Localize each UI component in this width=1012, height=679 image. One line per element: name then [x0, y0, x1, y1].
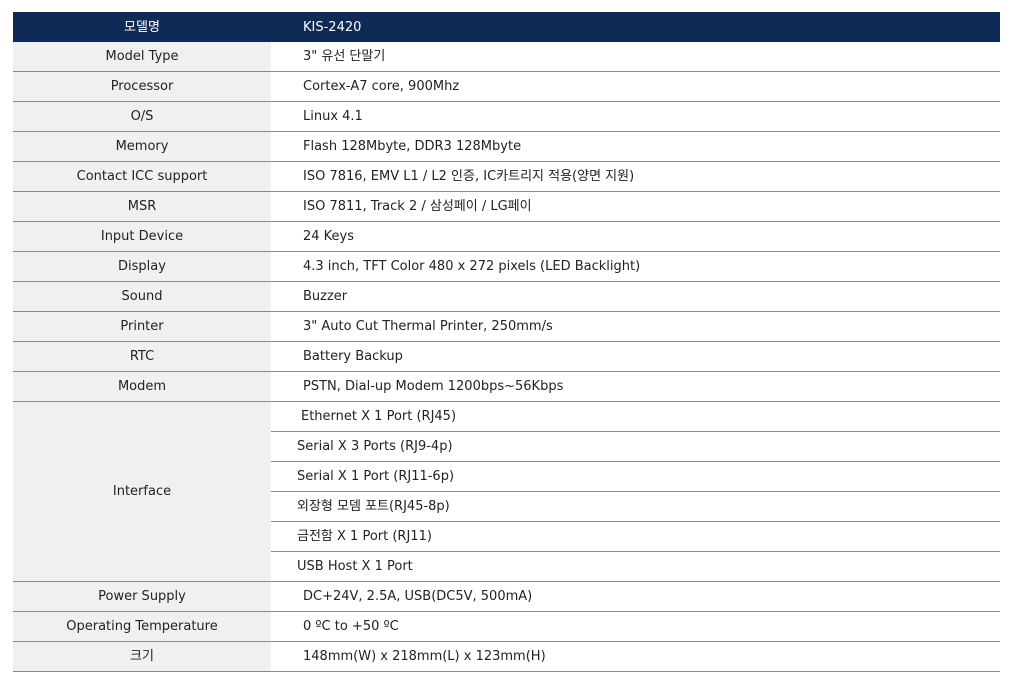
table-row: Display 4.3 inch, TFT Color 480 x 272 pi…: [13, 252, 1000, 282]
row-value: 24 Keys: [271, 222, 1000, 252]
table-row: Contact ICC support ISO 7816, EMV L1 / L…: [13, 162, 1000, 192]
row-label: Modem: [13, 372, 271, 402]
row-value: 3" Auto Cut Thermal Printer, 250mm/s: [271, 312, 1000, 342]
table-row: Modem PSTN, Dial-up Modem 1200bps~56Kbps: [13, 372, 1000, 402]
table-row: Printer 3" Auto Cut Thermal Printer, 250…: [13, 312, 1000, 342]
header-row: 모델명 KIS-2420: [13, 12, 1000, 42]
table-row: MSR ISO 7811, Track 2 / 삼성페이 / LG페이: [13, 192, 1000, 222]
interface-item: Serial X 1 Port (RJ11-6p): [271, 462, 1000, 492]
table-row: Power Supply DC+24V, 2.5A, USB(DC5V, 500…: [13, 582, 1000, 612]
spec-table: 모델명 KIS-2420 Model Type 3" 유선 단말기 Proces…: [13, 12, 1000, 672]
header-label: 모델명: [13, 12, 271, 42]
header-value: KIS-2420: [271, 12, 1000, 42]
row-value: ISO 7816, EMV L1 / L2 인증, IC카트리지 적용(양면 지…: [271, 162, 1000, 192]
table-row: O/S Linux 4.1: [13, 102, 1000, 132]
row-label: Power Supply: [13, 582, 271, 612]
row-value: 3" 유선 단말기: [271, 42, 1000, 72]
table-row: Sound Buzzer: [13, 282, 1000, 312]
row-label: Printer: [13, 312, 271, 342]
row-value: 4.3 inch, TFT Color 480 x 272 pixels (LE…: [271, 252, 1000, 282]
row-label: Processor: [13, 72, 271, 102]
row-value: DC+24V, 2.5A, USB(DC5V, 500mA): [271, 582, 1000, 612]
table-row: RTC Battery Backup: [13, 342, 1000, 372]
row-value: PSTN, Dial-up Modem 1200bps~56Kbps: [271, 372, 1000, 402]
row-label: Model Type: [13, 42, 271, 72]
interface-row: Interface Ethernet X 1 Port (RJ45): [13, 402, 1000, 432]
row-value: Battery Backup: [271, 342, 1000, 372]
row-label: Memory: [13, 132, 271, 162]
interface-item: Serial X 3 Ports (RJ9-4p): [271, 432, 1000, 462]
row-value: Buzzer: [271, 282, 1000, 312]
table-row: Model Type 3" 유선 단말기: [13, 42, 1000, 72]
row-value: ISO 7811, Track 2 / 삼성페이 / LG페이: [271, 192, 1000, 222]
row-value: Flash 128Mbyte, DDR3 128Mbyte: [271, 132, 1000, 162]
interface-item: Ethernet X 1 Port (RJ45): [271, 402, 1000, 432]
interface-label: Interface: [13, 402, 271, 582]
row-label: MSR: [13, 192, 271, 222]
row-label: Display: [13, 252, 271, 282]
table-row: Processor Cortex-A7 core, 900Mhz: [13, 72, 1000, 102]
row-label: Operating Temperature: [13, 612, 271, 642]
interface-item: 금전함 X 1 Port (RJ11): [271, 522, 1000, 552]
row-label: Sound: [13, 282, 271, 312]
interface-item: 외장형 모뎀 포트(RJ45-8p): [271, 492, 1000, 522]
table-row: Input Device 24 Keys: [13, 222, 1000, 252]
row-label: Input Device: [13, 222, 271, 252]
interface-item: USB Host X 1 Port: [271, 552, 1000, 582]
table-row: 크기 148mm(W) x 218mm(L) x 123mm(H): [13, 642, 1000, 672]
row-label: Contact ICC support: [13, 162, 271, 192]
table-row: Operating Temperature 0 ºC to +50 ºC: [13, 612, 1000, 642]
row-value: 0 ºC to +50 ºC: [271, 612, 1000, 642]
row-value: 148mm(W) x 218mm(L) x 123mm(H): [271, 642, 1000, 672]
row-value: Cortex-A7 core, 900Mhz: [271, 72, 1000, 102]
table-row: Memory Flash 128Mbyte, DDR3 128Mbyte: [13, 132, 1000, 162]
row-label: O/S: [13, 102, 271, 132]
row-label: 크기: [13, 642, 271, 672]
row-value: Linux 4.1: [271, 102, 1000, 132]
row-label: RTC: [13, 342, 271, 372]
